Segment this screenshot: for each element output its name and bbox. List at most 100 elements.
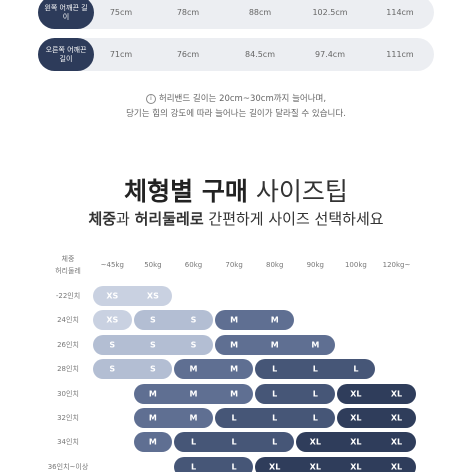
size-label: XL [269, 462, 281, 472]
size-label: XL [390, 462, 403, 472]
size-label: S [150, 340, 156, 350]
size-label: XL [390, 389, 403, 399]
size-pill [93, 286, 173, 306]
size-label: L [312, 364, 318, 374]
row-label: 36인치~이상 [47, 462, 89, 471]
size-label: XL [350, 462, 362, 472]
size-label: L [272, 437, 278, 447]
subtitle-text: 과 [116, 210, 135, 228]
title: 체형별 구매 사이즈팁 [0, 172, 472, 208]
strap-value: 114cm [386, 8, 414, 17]
size-pill [214, 310, 294, 331]
row-label: 28인치 [57, 365, 79, 374]
strap-value: 71cm [109, 50, 133, 59]
size-label: XL [309, 437, 321, 447]
size-label: M [148, 389, 157, 399]
strap-value: 78cm [176, 8, 200, 17]
size-label: S [109, 364, 116, 374]
row-label: 34인치 [57, 438, 79, 447]
size-pill [296, 432, 416, 453]
size-label: L [231, 462, 237, 472]
strap-value: 88cm [248, 8, 272, 17]
size-label: XS [106, 315, 119, 325]
size-label: S [190, 340, 197, 350]
strap-label: 오른쪽 어깨끈 길이 [38, 38, 94, 71]
size-label: XS [146, 291, 159, 301]
size-label: L [190, 462, 197, 472]
column-label: 70kg [225, 261, 243, 269]
size-pill [336, 408, 416, 428]
column-label: 90kg [306, 261, 324, 269]
size-label: XL [390, 437, 403, 447]
size-label: L [231, 437, 237, 447]
title-bold: 체형별 구매 [124, 177, 248, 206]
row-label: 32인치 [57, 414, 79, 422]
size-label: L [312, 413, 318, 423]
column-label: 80kg [265, 261, 284, 269]
size-pill [214, 334, 335, 355]
strap-value: 111cm [386, 50, 414, 59]
column-label: 120kg~ [382, 261, 411, 269]
strap-value: 76cm [176, 50, 200, 59]
note-2: 당기는 힘의 강도에 따라 늘어나는 길이가 달라질 수 있습니다. [126, 109, 346, 119]
subtitle: 체중과 허리둘레로 간편하게 사이즈 선택하세요 [0, 208, 472, 229]
size-label: S [150, 315, 156, 325]
corner-label: 체중 [61, 255, 75, 263]
column-label: 60kg [184, 261, 203, 269]
size-pill [133, 408, 213, 428]
size-pill [93, 310, 132, 331]
size-pill [174, 432, 294, 453]
size-pill [214, 408, 335, 428]
size-pill [133, 432, 173, 453]
size-label: M [311, 340, 320, 350]
size-label: M [148, 437, 157, 447]
size-label: M [230, 340, 239, 350]
size-label: M [230, 315, 239, 325]
column-label: 100kg [344, 261, 367, 269]
size-label: XL [350, 437, 362, 447]
strap-value: 102.5cm [312, 8, 348, 17]
strap-label: 왼쪽 어깨끈 길이 [38, 0, 94, 29]
size-pill [93, 359, 173, 380]
size-pill [255, 359, 376, 380]
size-pill [174, 359, 254, 380]
size-label: M [148, 413, 157, 423]
size-label: XL [309, 462, 321, 472]
size-label: L [272, 413, 278, 423]
size-pill [133, 383, 254, 404]
size-label: L [231, 413, 237, 423]
size-label: XL [390, 413, 403, 423]
row-label: 30인치 [57, 389, 79, 398]
size-label: L [353, 364, 359, 374]
size-label: M [230, 389, 239, 399]
subtitle-bold: 허리둘레로 [134, 210, 204, 228]
size-label: L [190, 437, 197, 447]
subtitle-bold: 체중 [88, 210, 117, 228]
strap-value: 97.4cm [314, 50, 346, 59]
strap-value: 84.5cm [244, 50, 276, 59]
size-pill [133, 310, 213, 331]
size-pill [174, 456, 254, 472]
size-label: M [230, 364, 239, 374]
note-1: i 허리밴드 길이는 20cm~30cm까지 늘어나며, [0, 92, 472, 104]
corner-label: 허리둘레 [55, 267, 81, 275]
strap-row: 왼쪽 어깨끈 길이 75cm 78cm 88cm 102.5cm 114cm [38, 0, 434, 29]
size-pill [255, 383, 335, 404]
size-label: M [270, 340, 279, 350]
row-label: -22인치 [55, 292, 81, 300]
size-label: S [190, 315, 197, 325]
size-label: XL [350, 413, 362, 423]
size-pill [93, 334, 213, 355]
row-label: 26인치 [57, 340, 79, 349]
size-label: M [270, 315, 279, 325]
size-label: S [150, 364, 156, 374]
info-icon: i [145, 93, 156, 104]
size-label: L [272, 389, 278, 399]
note-text: 허리밴드 길이는 20cm~30cm까지 늘어나며, [158, 94, 327, 104]
size-label: XL [350, 389, 362, 399]
strap-value: 75cm [109, 8, 133, 17]
size-label: S [109, 340, 116, 350]
column-label: 50kg [144, 261, 162, 269]
title-light: 사이즈팁 [255, 177, 348, 206]
